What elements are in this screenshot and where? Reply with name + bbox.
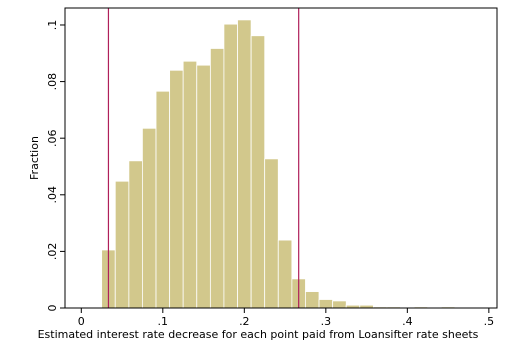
histogram-bar [318, 299, 334, 309]
y-axis-ticks: 0 .02 .04 .06 .08 .1 [46, 20, 65, 312]
y-tick-label: .04 [46, 186, 59, 204]
histogram-bar [332, 300, 347, 309]
histogram-bar [237, 19, 252, 309]
x-tick-label: .1 [158, 315, 169, 328]
histogram-bar [155, 90, 171, 309]
plot-frame [64, 7, 498, 309]
x-tick-label: .3 [321, 315, 332, 328]
x-tick-label: .2 [239, 315, 250, 328]
histogram-bars [101, 19, 497, 309]
y-tick-label: .08 [46, 73, 59, 91]
histogram-bar [142, 127, 157, 309]
histogram-bar [250, 35, 266, 309]
histogram-bar [264, 158, 279, 309]
y-tick-label: 0 [46, 305, 59, 312]
x-tick-label: .5 [484, 315, 495, 328]
histogram-bar [305, 291, 320, 309]
histogram-bar [223, 23, 238, 309]
histogram-bar [196, 64, 211, 309]
reference-lines [107, 8, 300, 308]
histogram-bar [128, 160, 143, 309]
x-tick-label: 0 [78, 315, 85, 328]
y-tick-label: .06 [46, 129, 59, 147]
histogram-bar [277, 239, 293, 309]
histogram-bar [182, 60, 198, 309]
x-tick-label: .4 [402, 315, 413, 328]
y-tick-label: .1 [46, 20, 59, 31]
x-axis-ticks: 0 .1 .2 .3 .4 .5 [78, 308, 494, 328]
histogram-bar [209, 48, 225, 309]
x-axis-title: Estimated interest rate decrease for eac… [38, 328, 479, 341]
y-tick-label: .02 [46, 243, 59, 261]
y-axis-title: Fraction [28, 136, 41, 180]
histogram-bar [114, 180, 130, 309]
histogram-bar [169, 69, 184, 309]
